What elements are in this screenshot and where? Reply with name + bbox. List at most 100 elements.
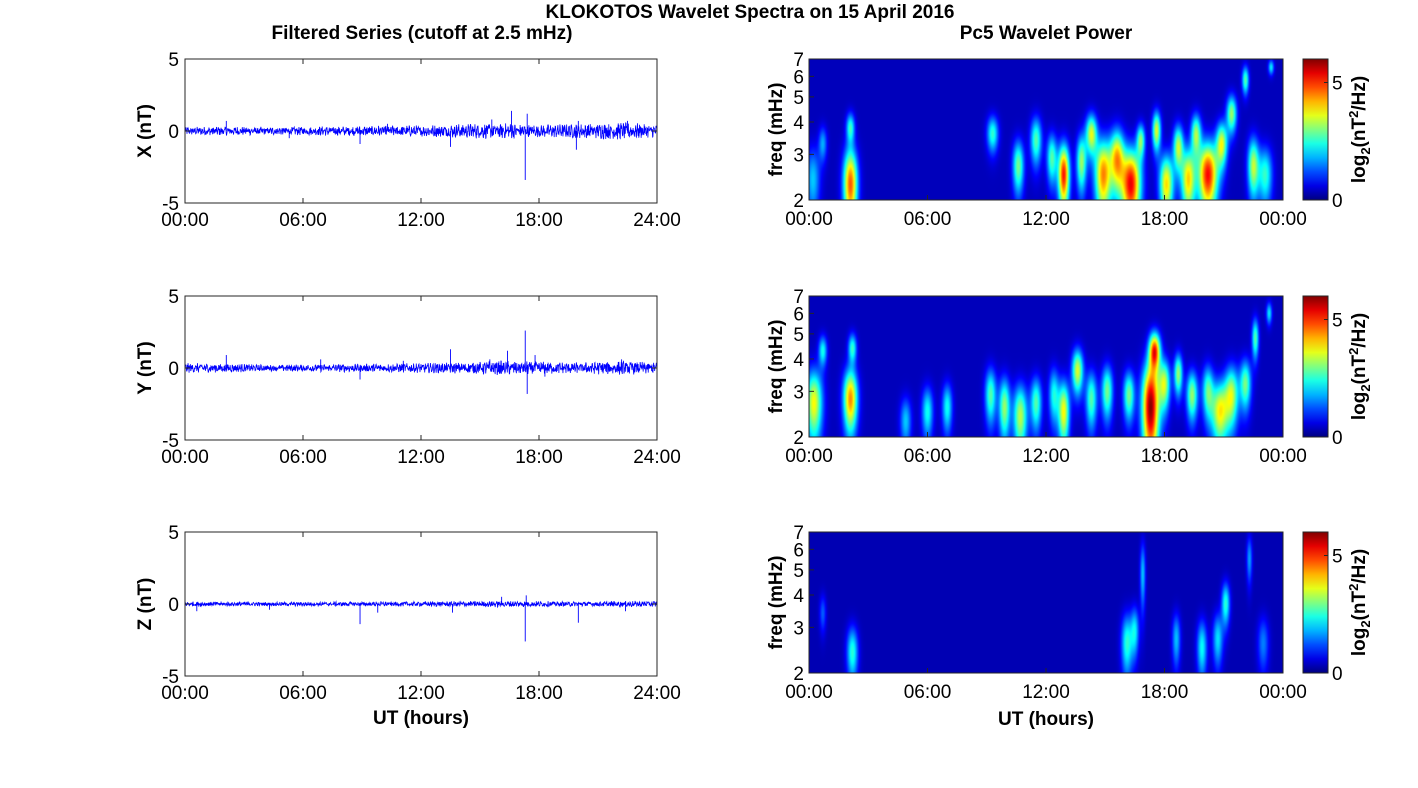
- x-tick-label: 18:00: [1141, 209, 1189, 230]
- colorbar-frame: [1302, 531, 1329, 674]
- colorbar-label-part: log: [1349, 628, 1370, 657]
- x-tick-label: 12:00: [1022, 682, 1070, 703]
- colorbar-label-part: (nT: [1349, 118, 1370, 148]
- wavelet-panel-z: 2 3 4 5 67 00:00 06:00 12:00 18:00 00:00 freq (mHz…: [766, 523, 1373, 730]
- y-tick-label: 2: [793, 191, 804, 212]
- x-tick-label: 18:00: [515, 210, 563, 231]
- x-tick-label: 18:00: [515, 447, 563, 468]
- x-tick-label: 00:00: [785, 209, 833, 230]
- y-tick-label: -5: [162, 431, 179, 452]
- colorbar-label-part: 2: [1358, 384, 1373, 391]
- y-tick-label: 5: [793, 325, 804, 346]
- y-tick-label: 7: [793, 523, 804, 544]
- colorbar-fill: [1303, 59, 1328, 200]
- y-tick-label: 6: [793, 67, 804, 88]
- y-axis-label: freq (mHz): [766, 556, 787, 650]
- colorbar-label-part: 2: [1358, 147, 1373, 154]
- x-tick-label: 00:00: [1259, 682, 1307, 703]
- y-tick-label: 5: [793, 88, 804, 109]
- x-tick-label: 18:00: [1141, 682, 1189, 703]
- x-tick-label: 24:00: [633, 210, 681, 231]
- x-tick-label: 18:00: [515, 683, 563, 704]
- colorbar-tick-label: 5: [1332, 74, 1343, 95]
- y-tick-label: 4: [793, 113, 804, 134]
- colorbar-label-part: 2: [1346, 348, 1361, 355]
- colorbar-label-part: 2: [1346, 111, 1361, 118]
- colorbar-tick-label: 0: [1332, 664, 1343, 685]
- y-axis-label: Y (nT): [135, 341, 156, 394]
- y-tick-label: 7: [793, 50, 804, 71]
- colorbar-tick-label: 5: [1332, 311, 1343, 332]
- x-tick-label: 06:00: [279, 447, 327, 468]
- y-tick-label: 4: [793, 586, 804, 607]
- wavelet-power-image: [809, 59, 1283, 200]
- x-axis-label: UT (hours): [373, 708, 469, 729]
- y-tick-label: -5: [162, 667, 179, 688]
- y-tick-label: 3: [793, 382, 804, 403]
- x-tick-label: 12:00: [1022, 446, 1070, 467]
- colorbar-fill: [1303, 532, 1328, 673]
- colorbar-tick-label: 0: [1332, 191, 1343, 212]
- x-tick-label: 00:00: [161, 447, 209, 468]
- colorbar-label: log2(nT2/Hz): [1346, 313, 1373, 420]
- x-tick-label: 00:00: [785, 682, 833, 703]
- x-tick-label: 06:00: [279, 210, 327, 231]
- colorbar-frame: [1302, 58, 1329, 201]
- colorbar-label-part: 2: [1358, 620, 1373, 627]
- x-tick-label: 06:00: [904, 209, 952, 230]
- x-tick-label: 12:00: [397, 210, 445, 231]
- y-tick-label: 5: [168, 50, 179, 71]
- left-column-title: Filtered Series (cutoff at 2.5 mHz): [272, 23, 573, 44]
- y-axis-label: X (nT): [135, 104, 156, 158]
- y-tick-label: 3: [793, 145, 804, 166]
- y-tick-label: 6: [793, 304, 804, 325]
- wavelet-power-image: [809, 296, 1283, 437]
- y-tick-label: 0: [168, 122, 179, 143]
- x-tick-label: 00:00: [161, 683, 209, 704]
- colorbar-fill: [1303, 296, 1328, 437]
- x-tick-label: 24:00: [633, 683, 681, 704]
- colorbar-label: log2(nT2/Hz): [1346, 549, 1373, 656]
- timeseries-panel-x: 5 0 -500:00 06:00 12:00 18:00 24:00 X (nT): [135, 50, 681, 231]
- colorbar-tick-label: 0: [1332, 428, 1343, 449]
- y-axis-label: freq (mHz): [766, 83, 787, 177]
- x-tick-label: 12:00: [397, 447, 445, 468]
- y-tick-label: 0: [168, 595, 179, 616]
- y-tick-label: 7: [793, 287, 804, 308]
- y-tick-label: -5: [162, 194, 179, 215]
- panels: 50-500:00 06:00 12:00 18:00 24:00X (nT)50-50…: [135, 50, 1373, 730]
- x-tick-label: 00:00: [1259, 446, 1307, 467]
- series-trace: [184, 360, 658, 376]
- right-column-title: Pc5 Wavelet Power: [960, 23, 1133, 44]
- colorbar-label-part: /Hz): [1349, 76, 1370, 111]
- y-tick-label: 0: [168, 359, 179, 380]
- x-tick-label: 06:00: [279, 683, 327, 704]
- x-tick-label: 24:00: [633, 447, 681, 468]
- x-tick-label: 06:00: [904, 682, 952, 703]
- x-tick-label: 00:00: [785, 446, 833, 467]
- colorbar-label-part: log: [1349, 392, 1370, 421]
- y-tick-label: 5: [168, 287, 179, 308]
- colorbar-label-part: /Hz): [1349, 549, 1370, 584]
- wavelet-heatmap: [809, 59, 1283, 200]
- colorbar-label-part: /Hz): [1349, 313, 1370, 348]
- x-tick-label: 12:00: [1022, 209, 1070, 230]
- y-tick-label: 6: [793, 540, 804, 561]
- y-axis-label: freq (mHz): [766, 320, 787, 414]
- x-tick-label: 18:00: [1141, 446, 1189, 467]
- y-tick-label: 2: [793, 664, 804, 685]
- x-tick-label: 12:00: [397, 683, 445, 704]
- y-tick-label: 4: [793, 350, 804, 371]
- colorbar-tick-label: 5: [1332, 547, 1343, 568]
- x-axis-label: UT (hours): [998, 709, 1094, 730]
- y-tick-label: 3: [793, 618, 804, 639]
- y-tick-label: 2: [793, 428, 804, 449]
- colorbar-label-part: (nT: [1349, 355, 1370, 385]
- y-tick-label: 5: [168, 523, 179, 544]
